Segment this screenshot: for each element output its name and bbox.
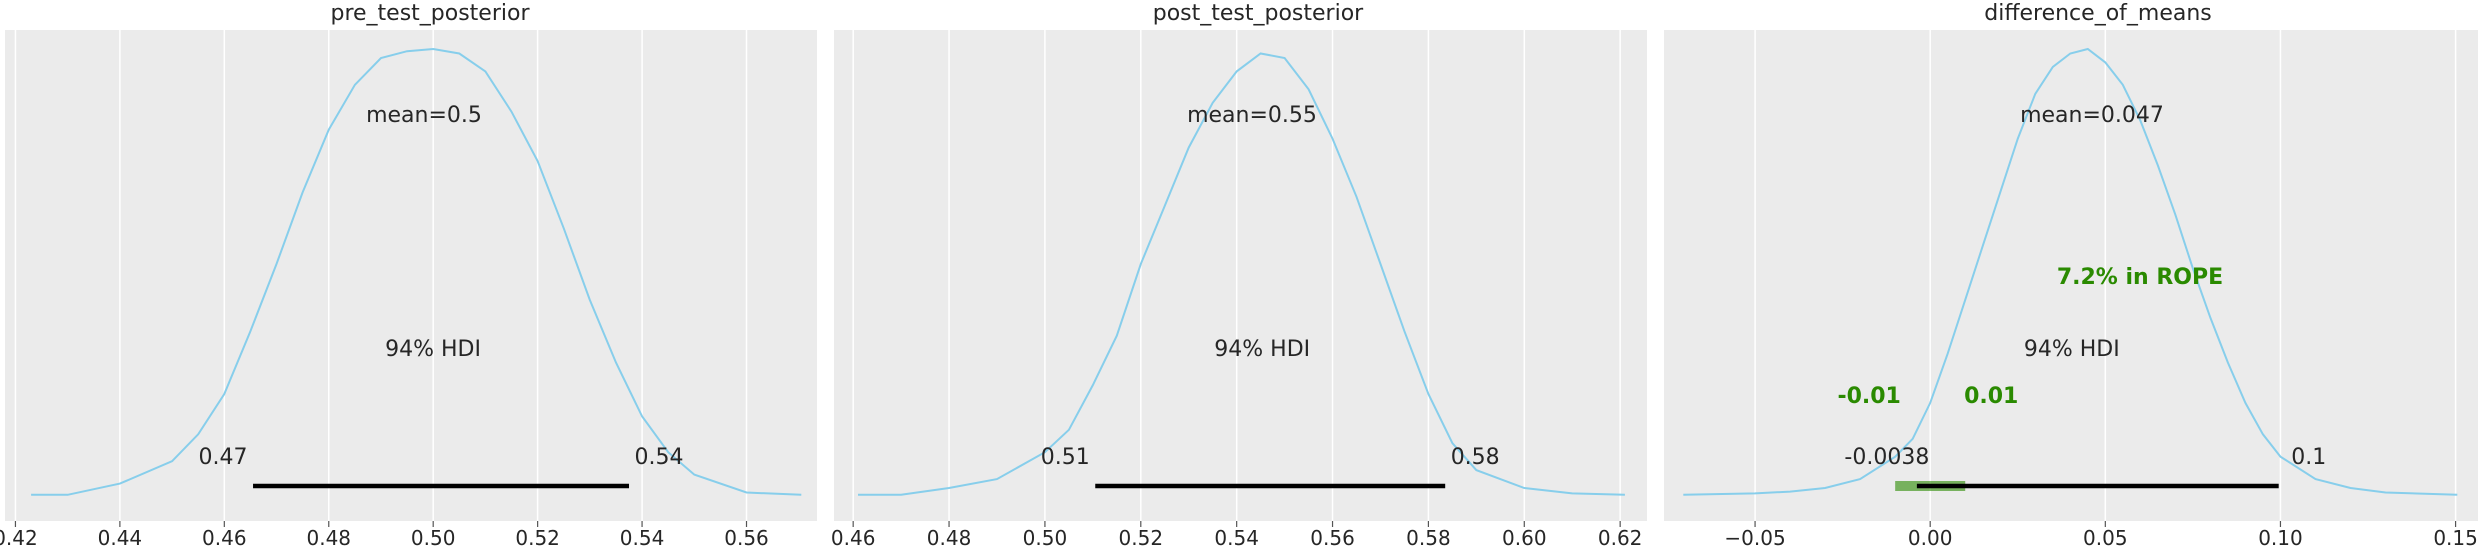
x-tick-label: 0.15 <box>2433 526 2478 550</box>
rope-high-label: 0.01 <box>1964 384 2018 409</box>
x-tick-label: 0.50 <box>1023 526 1068 550</box>
posterior-panel: −0.05 0.00 0.05 0.10 0.15 difference_of_means… <box>1664 1 2478 550</box>
x-tick-label: 0.10 <box>2258 526 2303 550</box>
x-tick-label: 0.58 <box>1406 526 1451 550</box>
hdi-low-label: 0.51 <box>1041 445 1090 470</box>
x-tick-label: 0.54 <box>620 526 665 550</box>
x-tick-label: 0.42 <box>0 526 38 550</box>
x-tick-label: 0.44 <box>98 526 143 550</box>
x-tick-label: 0.52 <box>515 526 560 550</box>
panel-title: pre_test_posterior <box>330 1 530 26</box>
panel-title: post_test_posterior <box>1153 1 1364 26</box>
x-tick-label: 0.00 <box>1908 526 1953 550</box>
hdi-label: 94% HDI <box>385 337 481 362</box>
hdi-low-label: 0.47 <box>199 445 248 470</box>
density-curve <box>31 47 802 496</box>
hdi-high-label: 0.54 <box>635 445 684 470</box>
hdi-low-label: -0.0038 <box>1844 445 1929 470</box>
x-tick-label: 0.52 <box>1119 526 1164 550</box>
x-tick-label: 0.56 <box>1310 526 1355 550</box>
rope-percent-label: 7.2% in ROPE <box>2057 265 2223 290</box>
plot-area <box>834 30 1647 521</box>
x-tick-label: 0.46 <box>202 526 247 550</box>
panel-title: difference_of_means <box>1984 1 2212 26</box>
x-tick-label: 0.50 <box>411 526 456 550</box>
x-tick-label: 0.62 <box>1598 526 1643 550</box>
x-tick-label: 0.56 <box>724 526 769 550</box>
mean-label: mean=0.5 <box>366 103 482 128</box>
posterior-panel: 0.42 0.44 0.46 0.48 0.50 0.52 0.54 0.56 pre_test… <box>0 1 817 550</box>
x-tick-label: −0.05 <box>1724 526 1785 550</box>
hdi-label: 94% HDI <box>1214 337 1310 362</box>
x-tick-label: 0.48 <box>306 526 351 550</box>
hdi-high-label: 0.58 <box>1451 445 1500 470</box>
density-curve <box>1683 47 2458 496</box>
x-tick-label: 0.05 <box>2083 526 2128 550</box>
x-tick-label: 0.48 <box>927 526 972 550</box>
plot-area <box>5 30 817 521</box>
plot-area <box>1664 30 2478 521</box>
x-tick-label: 0.54 <box>1214 526 1259 550</box>
x-tick-label: 0.46 <box>831 526 876 550</box>
rope-low-label: -0.01 <box>1837 384 1900 409</box>
mean-label: mean=0.047 <box>2020 103 2164 128</box>
hdi-label: 94% HDI <box>2024 337 2120 362</box>
x-tick-label: 0.60 <box>1502 526 1547 550</box>
mean-label: mean=0.55 <box>1187 103 1317 128</box>
posterior-panel: 0.46 0.48 0.50 0.52 0.54 0.56 0.58 0.60 0.62 post… <box>831 1 1647 550</box>
density-curve <box>858 52 1625 496</box>
hdi-high-label: 0.1 <box>2291 445 2326 470</box>
